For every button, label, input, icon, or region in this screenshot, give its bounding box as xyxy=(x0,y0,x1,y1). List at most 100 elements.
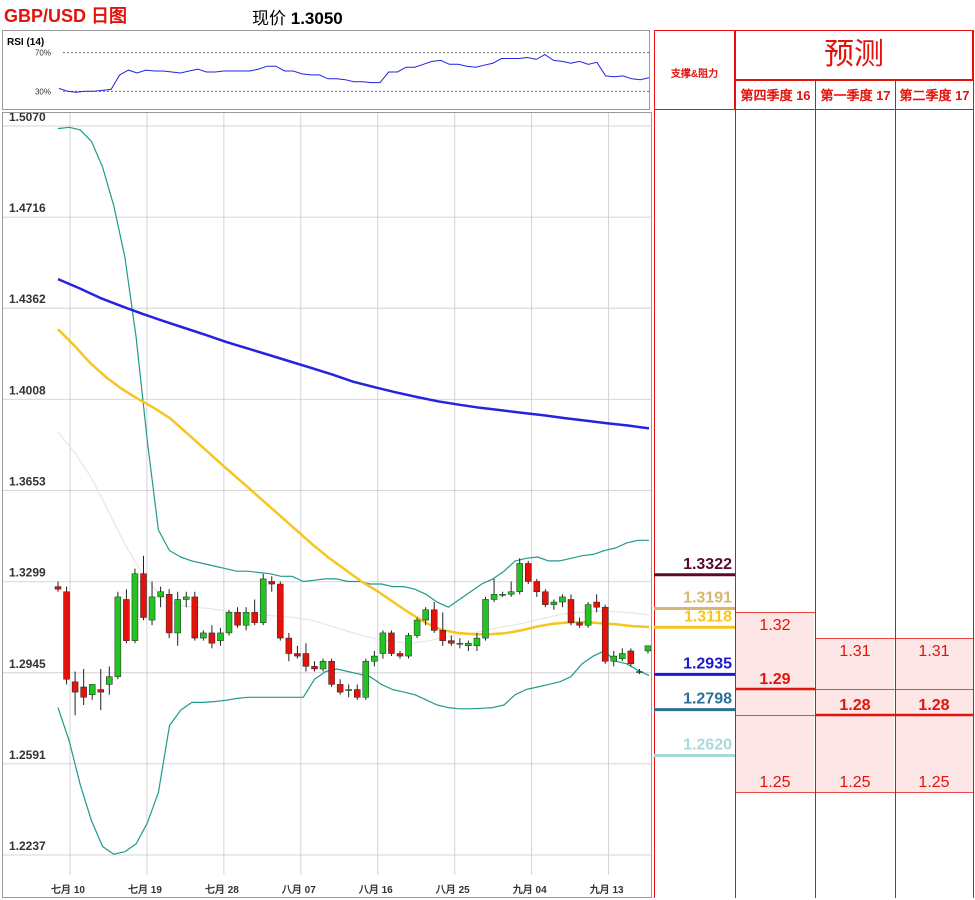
candle-body xyxy=(285,637,293,654)
forecast-band-q4-16 xyxy=(736,612,814,792)
candle-body xyxy=(354,689,361,698)
current-price-label: 现价 xyxy=(252,9,286,28)
q4-16-mid: 1.29 xyxy=(759,671,790,688)
rsi-level-30-label: 30% xyxy=(35,87,51,96)
candle-body xyxy=(473,637,481,647)
candle-body xyxy=(636,671,643,673)
forecast-band-q2-17 xyxy=(896,638,974,792)
candle-body xyxy=(123,599,130,641)
candle-body xyxy=(225,612,233,634)
candle-body xyxy=(319,660,327,670)
candle-body xyxy=(456,642,464,645)
candle-body xyxy=(610,655,617,662)
candle-body xyxy=(97,689,104,693)
candle-body xyxy=(542,591,549,605)
candles xyxy=(54,555,651,716)
y-tick-label: 1.5070 xyxy=(9,113,46,124)
candle-body xyxy=(379,632,387,654)
candle-body xyxy=(430,609,438,631)
x-tick-label: 七月 19 xyxy=(128,883,162,896)
rsi-plot: 70% 30% xyxy=(35,49,649,96)
candle-body xyxy=(183,596,190,600)
candle-body xyxy=(627,650,635,665)
x-tick-label: 八月 07 xyxy=(281,884,316,896)
forecast-col-q4-16: 第四季度 16 xyxy=(735,80,816,110)
y-tick-label: 1.2591 xyxy=(9,748,46,762)
candle-body xyxy=(277,583,284,639)
bollinger-lower-line xyxy=(57,650,650,855)
candle-body xyxy=(567,599,575,623)
candle-body xyxy=(413,619,421,636)
candle-body xyxy=(593,601,600,608)
ma-mid-line xyxy=(57,328,650,636)
candle-body xyxy=(294,653,301,657)
forecast-col-q2-17: 第二季度 17 xyxy=(895,80,974,110)
y-tick-label: 1.2945 xyxy=(9,657,46,671)
candle-body xyxy=(131,573,139,641)
candle-body xyxy=(345,689,352,691)
chart-title: GBP/USD 日图 xyxy=(4,6,128,26)
x-tick-label: 七月 10 xyxy=(51,883,85,896)
candle-body xyxy=(465,642,472,647)
candle-body xyxy=(157,591,164,598)
candle-body xyxy=(268,581,275,585)
candle-body xyxy=(106,676,113,685)
y-tick-label: 1.3653 xyxy=(9,475,46,489)
candle-body xyxy=(234,612,241,626)
y-tick-label: 1.2237 xyxy=(9,839,46,853)
forecast-col-q1-17: 第一季度 17 xyxy=(815,80,896,110)
price-chart-panel: 1.5070 1.4716 1.4362 1.4008 1.3653 1.3299 1.29… xyxy=(2,112,652,898)
q1-17-upper: 1.31 xyxy=(839,643,870,660)
sr-level-label: 1.2798 xyxy=(683,691,732,708)
y-tick-label: 1.4008 xyxy=(9,383,46,397)
ma-short-line xyxy=(57,431,650,644)
candle-body xyxy=(328,660,335,685)
candle-body xyxy=(601,606,609,662)
q2-17-lower: 1.25 xyxy=(918,774,949,791)
candle-body xyxy=(490,594,498,600)
candle-body xyxy=(439,630,446,641)
q2-17-mid: 1.28 xyxy=(918,697,949,714)
chart-grid xyxy=(3,113,651,875)
candle-body xyxy=(208,632,216,644)
sr-level-label: 1.2620 xyxy=(683,736,732,753)
candle-body xyxy=(251,612,258,623)
y-tick-label: 1.4716 xyxy=(9,201,46,215)
candle-body xyxy=(88,684,96,695)
support-resistance-header: 支撑&阻力 xyxy=(654,30,735,110)
rsi-level-70-label: 70% xyxy=(35,49,51,58)
candle-body xyxy=(584,604,592,626)
q1-17-lower: 1.25 xyxy=(839,774,870,791)
q2-17-upper: 1.31 xyxy=(918,643,949,660)
candle-body xyxy=(80,686,87,698)
candle-body xyxy=(525,563,532,582)
y-tick-label: 1.4362 xyxy=(9,292,46,306)
rsi-panel: RSI (14) 70% 30% xyxy=(2,30,650,110)
ma-long-line xyxy=(57,277,650,430)
candle-body xyxy=(174,599,181,634)
candle-body xyxy=(242,612,250,626)
y-axis: 1.5070 1.4716 1.4362 1.4008 1.3653 1.3299 1.29… xyxy=(9,113,46,853)
x-tick-label: 七月 28 xyxy=(205,883,239,896)
x-axis: 七月 10 七月 19 七月 28 八月 07 八月 16 八月 25 九月 04 九月 13… xyxy=(51,883,624,896)
candle-body xyxy=(63,591,70,680)
q4-16-upper: 1.32 xyxy=(759,617,790,634)
candle-body xyxy=(336,684,344,693)
candle-body xyxy=(482,599,489,639)
candle-body xyxy=(422,609,429,621)
candle-body xyxy=(405,635,412,657)
x-tick-label: 八月 25 xyxy=(435,884,470,896)
candle-body xyxy=(559,596,566,603)
current-price: 现价 1.3050 xyxy=(252,4,343,29)
candle-body xyxy=(619,653,626,659)
x-tick-label: 九月 13 xyxy=(589,883,624,896)
forecast-title: 预测 xyxy=(735,30,973,80)
current-price-value: 1.3050 xyxy=(290,9,343,28)
price-chart: 1.5070 1.4716 1.4362 1.4008 1.3653 1.3299 1.29… xyxy=(3,113,651,896)
candle-body xyxy=(259,578,267,623)
sr-level-label: 1.3118 xyxy=(684,608,732,625)
candle-body xyxy=(448,640,455,644)
candle-body xyxy=(191,596,199,639)
candle-body xyxy=(516,563,523,593)
